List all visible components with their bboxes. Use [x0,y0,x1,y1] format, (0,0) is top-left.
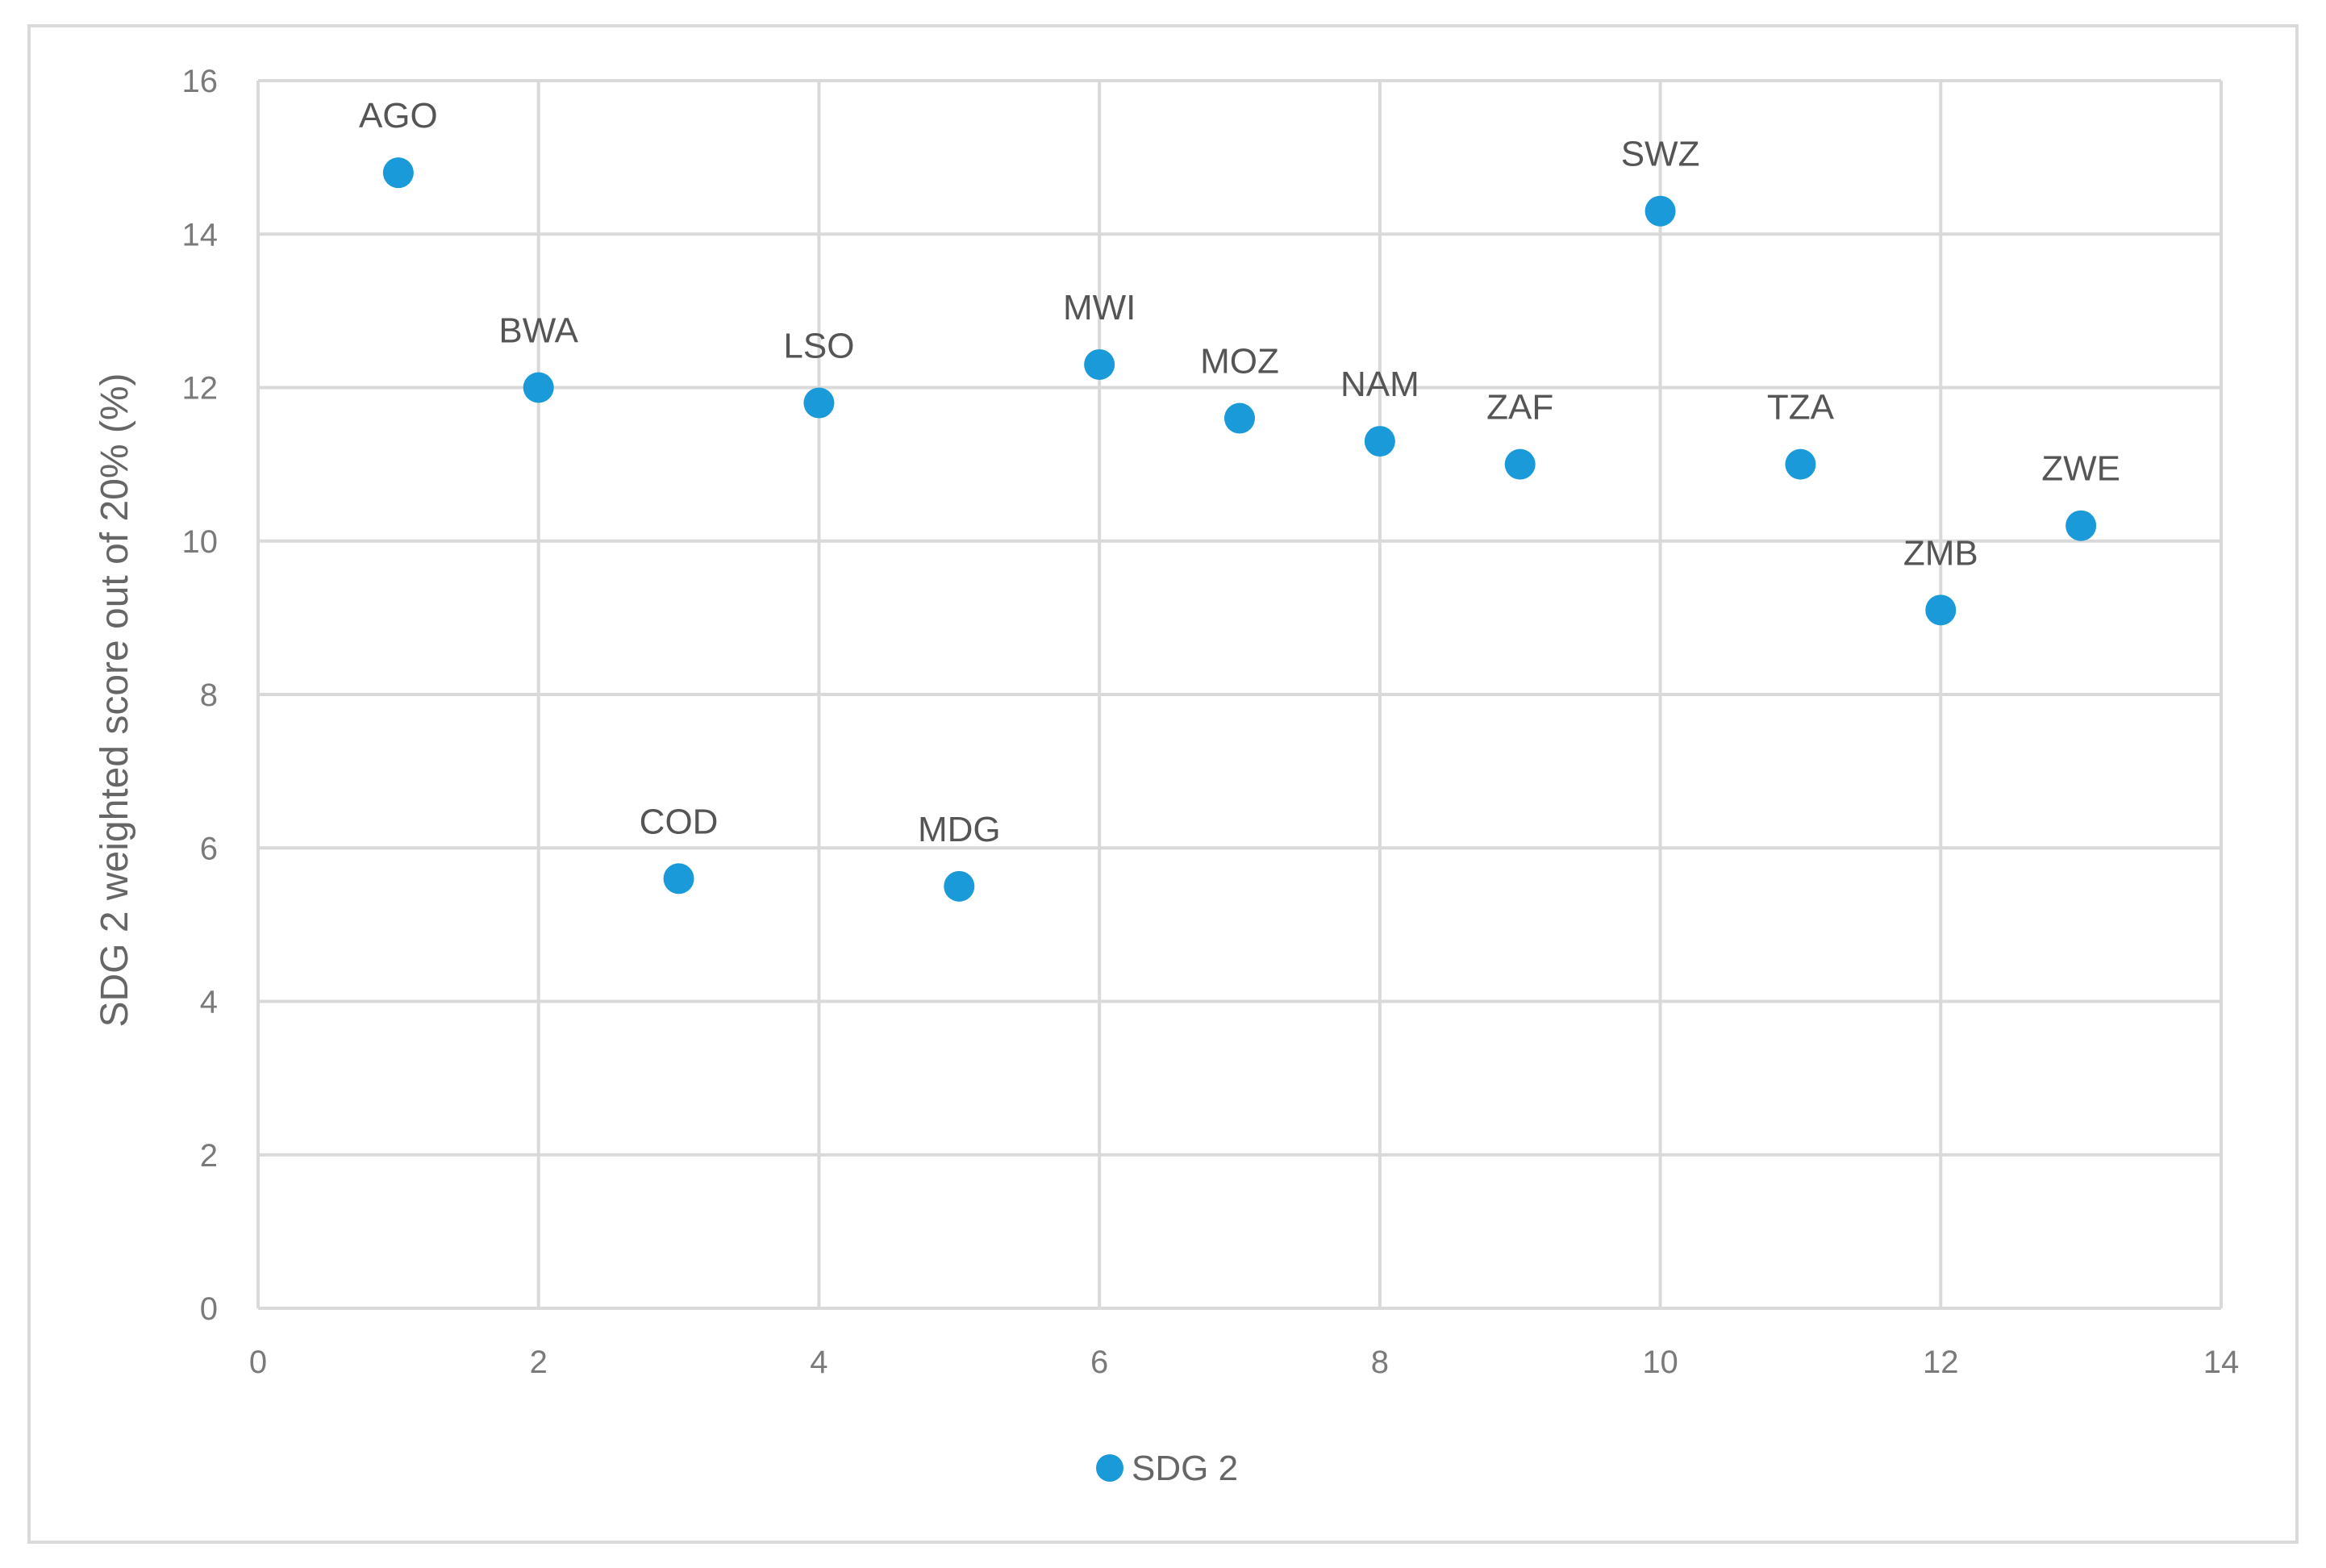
data-point [1084,348,1115,380]
data-point [1925,594,1957,626]
point-label: MWI [1063,288,1136,327]
x-tick-label: 14 [2203,1345,2240,1380]
legend-label: SDG 2 [1132,1449,1238,1488]
data-point [1364,426,1395,457]
data-point [1644,195,1676,227]
data-point [1224,402,1255,434]
y-tick-label: 16 [182,64,219,99]
data-points [382,157,2097,902]
point-label: SWZ [1621,135,1700,174]
data-point [1504,448,1536,480]
legend-marker [1096,1454,1123,1482]
point-label: BWA [498,311,578,351]
y-tick-label: 2 [200,1138,218,1174]
y-tick-label: 14 [182,217,219,252]
y-tick-label: 8 [200,678,218,713]
x-tick-label: 6 [1090,1345,1108,1380]
data-point [803,387,835,419]
legend: SDG 2 [1096,1449,1238,1488]
y-tick-label: 4 [200,985,218,1020]
data-point [663,863,694,895]
y-tick-label: 6 [200,831,218,866]
chart-frame [27,24,2299,1544]
point-label: ZMB [1903,533,1978,573]
y-tick-label: 10 [182,524,219,560]
y-tick-label: 0 [200,1291,218,1327]
point-label: NAM [1340,365,1419,404]
x-tick-label: 8 [1371,1345,1389,1380]
x-tick-label: 10 [1642,1345,1678,1380]
data-point [944,870,975,902]
point-labels: AGO BWA COD LSO MDG MWI MOZ NAM ZAF SWZ TZA ZMB ZWE [359,96,2120,849]
x-tick-label: 0 [249,1345,267,1380]
tick-labels: 0 2 4 6 8 10 12 14 16 0 2 4 6 8 10 12 14 [182,64,2240,1380]
data-point [382,157,414,189]
point-label: TZA [1767,388,1835,427]
data-point [2065,510,2097,541]
data-point [1785,448,1816,480]
point-label: MOZ [1200,342,1279,382]
point-label: LSO [783,327,854,366]
data-point [523,372,554,403]
y-tick-label: 12 [182,371,219,407]
y-axis-title: SDG 2 weighted score out of 20% (%) [94,373,136,1027]
point-label: MDG [918,810,1001,849]
point-label: ZAF [1486,388,1553,427]
grid-lines [256,79,2223,1310]
point-label: ZWE [2041,449,2120,489]
x-tick-label: 2 [530,1345,548,1380]
point-label: AGO [359,96,438,136]
x-tick-label: 12 [1923,1345,1959,1380]
x-tick-label: 4 [810,1345,827,1380]
point-label: COD [640,802,719,841]
